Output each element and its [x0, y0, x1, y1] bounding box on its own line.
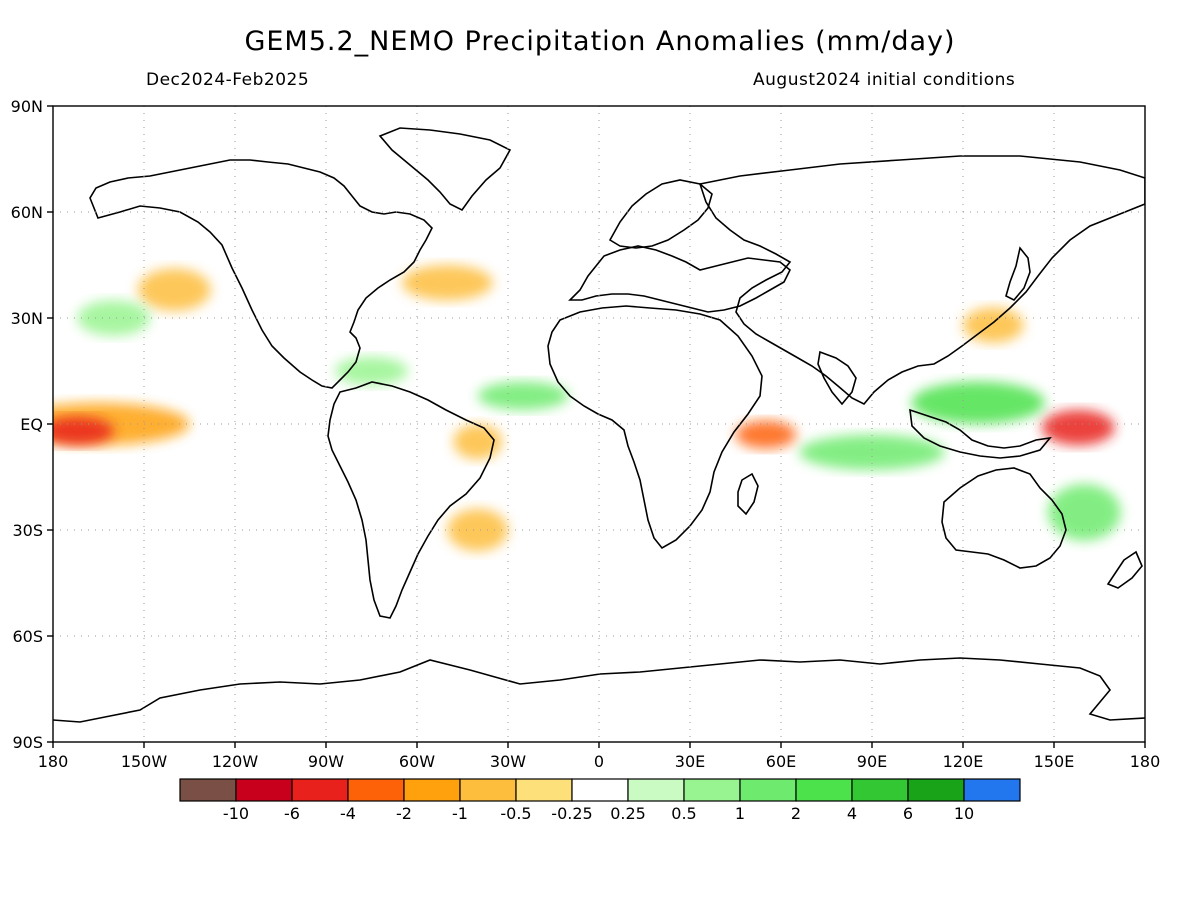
colorbar-label: -0.25: [551, 804, 592, 823]
new-zealand-coast: [1106, 550, 1143, 589]
lon-label: 120E: [943, 752, 984, 771]
india-coast: [817, 350, 857, 406]
anomaly-region-8: [1047, 484, 1121, 541]
lat-label: 90S: [12, 733, 43, 752]
lat-label: EQ: [20, 415, 43, 434]
colorbar-label: 1: [735, 804, 745, 823]
colorbar-swatch: [683, 778, 741, 802]
colorbar-label: -10: [223, 804, 249, 823]
anomaly-region-2: [1041, 409, 1115, 446]
colorbar: -10 -6 -4 -2 -1 -0.5 -0.25 0.25 0.5 1 2 4 6 10: [179, 778, 1021, 823]
colorbar-label: 6: [903, 804, 913, 823]
antarctica-coast: [53, 657, 1145, 723]
lat-label: 60N: [11, 203, 43, 222]
colorbar-swatch: [403, 778, 461, 802]
lon-label: 90E: [857, 752, 887, 771]
scandinavia-coast: [608, 179, 713, 249]
anomaly-region-3: [911, 381, 1045, 424]
anomaly-region-12: [447, 508, 508, 552]
lon-label: 180: [1130, 752, 1161, 771]
lat-label: 30N: [11, 309, 43, 328]
colorbar-swatch: [235, 778, 293, 802]
colorbar-label: -0.5: [500, 804, 531, 823]
colorbar-swatch: [347, 778, 405, 802]
lon-label: 60E: [766, 752, 796, 771]
anomaly-region-1: [53, 416, 114, 446]
colorbar-swatch: [515, 778, 573, 802]
colorbar-label: 10: [954, 804, 974, 823]
anomaly-region-5: [735, 420, 797, 449]
colorbar-label: 4: [847, 804, 857, 823]
anomaly-region-6: [477, 381, 569, 410]
lon-label: 150E: [1034, 752, 1075, 771]
lon-label: 120W: [212, 752, 259, 771]
colorbar-swatch: [291, 778, 349, 802]
south-america-coast: [327, 381, 495, 619]
coastlines: [53, 127, 1145, 723]
colorbar-swatch: [627, 778, 685, 802]
colorbar-label: -6: [284, 804, 300, 823]
anomaly-field: [53, 265, 1121, 552]
colorbar-swatch: [459, 778, 517, 802]
japan-coast: [1005, 246, 1031, 301]
latitude-labels: 90N 60N 30N EQ 30S 60S 90S: [11, 97, 53, 752]
lon-label: 30W: [490, 752, 526, 771]
asia-coast: [698, 155, 1145, 405]
north-america-coast: [89, 159, 433, 389]
greenland-coast: [378, 127, 512, 212]
anomaly-region-4: [799, 434, 945, 470]
lat-label: 30S: [12, 521, 43, 540]
lon-label: 180: [38, 752, 69, 771]
australia-coast: [941, 467, 1067, 569]
colorbar-label: -4: [340, 804, 356, 823]
colorbar-swatch: [963, 778, 1021, 802]
graticule: [53, 106, 1145, 742]
colorbar-label: 0.25: [610, 804, 646, 823]
lon-label: 60W: [399, 752, 435, 771]
anomaly-region-9: [401, 265, 493, 301]
lat-label: 60S: [12, 627, 43, 646]
anomaly-region-7: [453, 424, 502, 460]
lon-label: 90W: [308, 752, 344, 771]
initial-conditions: August2024 initial conditions: [753, 70, 1016, 90]
lon-label: 30E: [675, 752, 705, 771]
lat-label: 90N: [11, 97, 43, 116]
colorbar-swatch: [851, 778, 909, 802]
anomaly-region-13: [77, 300, 151, 336]
lon-label: 0: [594, 752, 604, 771]
colorbar-label: -2: [396, 804, 412, 823]
longitude-labels: 180 150W 120W 90W 60W 30W 0 30E 60E 90E 120E 150E 18…: [38, 742, 1161, 771]
colorbar-swatch: [571, 778, 629, 802]
colorbar-label: 2: [791, 804, 801, 823]
indonesia-coast: [909, 408, 1052, 459]
colorbar-label: -1: [452, 804, 468, 823]
europe-coast: [568, 245, 792, 313]
colorbar-label: 0.5: [671, 804, 696, 823]
map-title: GEM5.2_NEMO Precipitation Anomalies (mm/…: [244, 26, 956, 57]
colorbar-swatch: [907, 778, 965, 802]
anomaly-region-10: [137, 268, 211, 311]
anomaly-region-11: [335, 356, 408, 386]
forecast-period: Dec2024-Feb2025: [146, 70, 310, 90]
colorbar-swatch: [739, 778, 797, 802]
colorbar-swatch: [179, 778, 237, 802]
madagascar-coast: [737, 472, 759, 516]
lon-label: 150W: [121, 752, 168, 771]
colorbar-swatch: [795, 778, 853, 802]
